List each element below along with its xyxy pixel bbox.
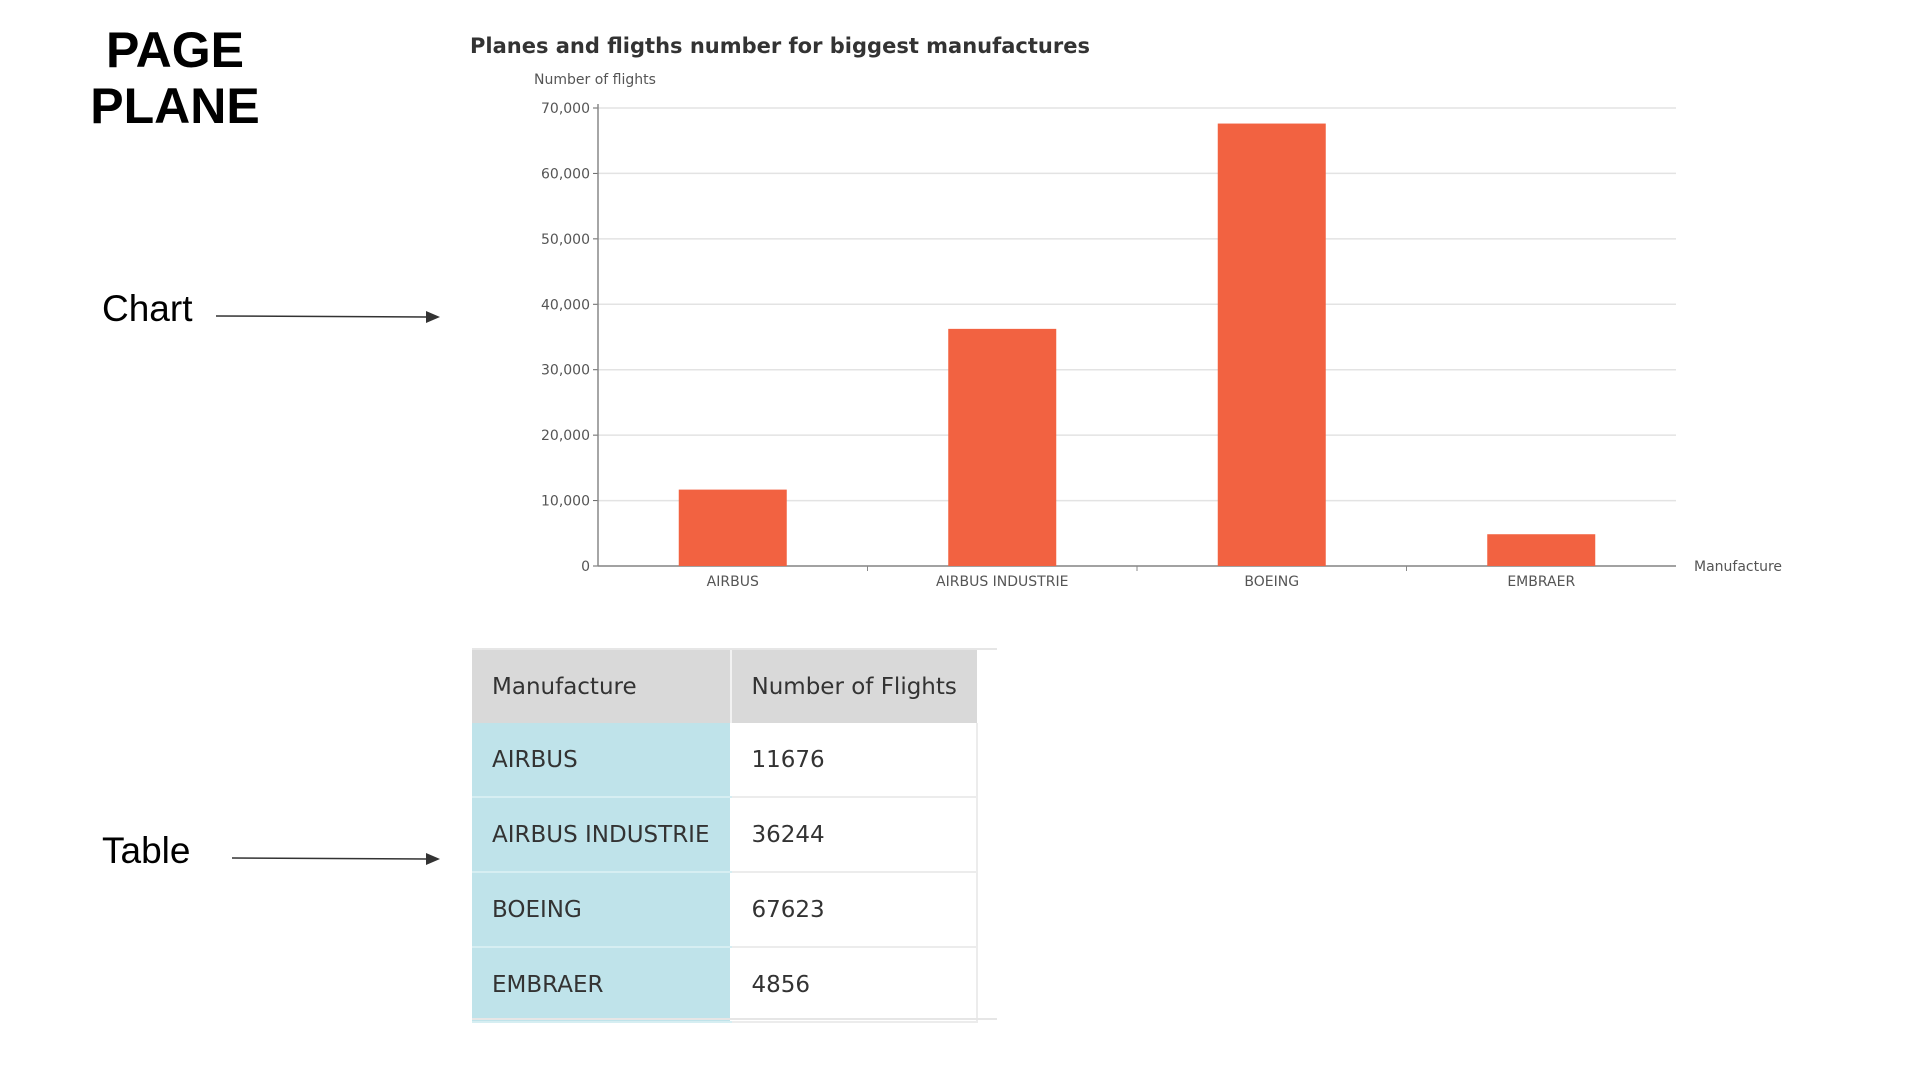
table-row[interactable]: EMBRAER 4856 [472, 947, 978, 1023]
table-row[interactable]: AIRBUS 11676 [472, 723, 978, 798]
manufacture-cell: EMBRAER [472, 947, 732, 1023]
table-bottom-border [472, 1018, 997, 1020]
x-axis-title: Manufacture [1694, 559, 1782, 575]
flights-table: Manufacture Number of Flights AIRBUS 116… [472, 650, 978, 1023]
manufacture-cell: AIRBUS INDUSTRIE [472, 797, 732, 873]
y-tick-label: 20,000 [541, 428, 590, 444]
bar-boeing [1217, 123, 1326, 566]
y-axis-title: Number of flights [534, 72, 656, 88]
chart-title: Planes and fligths number for biggest ma… [470, 34, 1090, 58]
x-tick-label: BOEING [1244, 574, 1299, 590]
chart-callout-arrow [215, 311, 440, 323]
y-tick-label: 40,000 [541, 297, 590, 313]
x-tick-label: EMBRAER [1507, 574, 1575, 590]
flights-cell: 4856 [730, 947, 978, 1023]
y-tick-label: 30,000 [541, 363, 590, 379]
page-title-line-1: PAGE [106, 22, 244, 78]
bar-airbus [678, 489, 787, 566]
flights-cell: 67623 [730, 872, 978, 948]
y-tick-label: 50,000 [541, 232, 590, 248]
chart-callout-label: Chart [102, 288, 193, 329]
table-row[interactable]: BOEING 67623 [472, 872, 978, 948]
column-header-manufacture[interactable]: Manufacture [472, 650, 732, 723]
x-tick-label: AIRBUS [707, 574, 759, 590]
x-tick-label: AIRBUS INDUSTRIE [936, 574, 1068, 590]
manufacture-cell: AIRBUS [472, 723, 732, 798]
y-tick-label: 60,000 [541, 166, 590, 182]
manufacture-cell: BOEING [472, 872, 732, 948]
table-top-border [472, 648, 997, 650]
bar-embraer [1487, 534, 1596, 566]
flights-cell: 11676 [730, 723, 978, 798]
table-row[interactable]: AIRBUS INDUSTRIE 36244 [472, 797, 978, 873]
page-title-line-2: PLANE [90, 78, 260, 134]
page-title: PAGE PLANE [60, 22, 290, 134]
y-tick-label: 10,000 [541, 494, 590, 510]
column-header-number-of-flights[interactable]: Number of Flights [730, 650, 977, 723]
flights-cell: 36244 [730, 797, 978, 873]
y-tick-label: 70,000 [541, 101, 590, 117]
table-callout-arrow [231, 853, 440, 865]
table-callout-label: Table [102, 830, 191, 871]
y-tick-label: 0 [581, 559, 590, 575]
bar-chart: Planes and fligths number for biggest ma… [460, 30, 1800, 600]
bar-airbus-industrie [948, 328, 1057, 566]
table-header-row: Manufacture Number of Flights [472, 650, 977, 723]
chart-plot: Number of flights 0 10,000 20,000 30,000 40,0… [534, 72, 1782, 590]
